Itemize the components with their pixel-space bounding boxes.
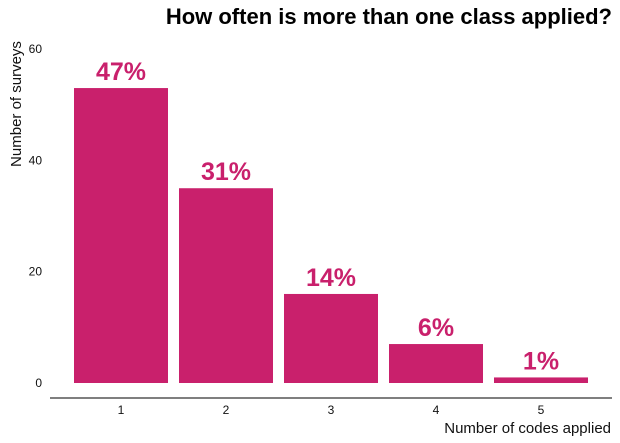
bar-4: [389, 344, 483, 383]
data-labels: 47% 31% 14% 6% 1%: [96, 58, 559, 375]
x-axis-label: Number of codes applied: [444, 420, 611, 437]
y-tick-label: 40: [29, 153, 43, 167]
data-label-3: 14%: [306, 264, 356, 292]
bar-3: [284, 293, 378, 383]
bars: [74, 88, 588, 384]
bar-5: [494, 377, 588, 383]
y-tick-label: 20: [29, 265, 43, 279]
data-label-4: 6%: [418, 314, 454, 342]
x-tick-labels: 1 2 3 4 5: [118, 403, 545, 417]
x-tick-label: 4: [433, 403, 440, 417]
data-label-2: 31%: [201, 158, 251, 186]
y-tick-label: 0: [35, 376, 42, 390]
data-label-1: 47%: [96, 58, 146, 86]
x-tick-label: 3: [328, 403, 335, 417]
bar-1: [74, 88, 168, 384]
x-tick-label: 5: [538, 403, 545, 417]
x-tick-label: 2: [223, 403, 230, 417]
data-label-5: 1%: [523, 347, 559, 375]
y-tick-labels: 0 20 40 60: [29, 42, 43, 390]
x-tick-label: 1: [118, 403, 125, 417]
y-axis-label: Number of surveys: [8, 41, 25, 167]
bar-2: [179, 188, 273, 383]
chart-title: How often is more than one class applied…: [166, 4, 612, 29]
y-tick-label: 60: [29, 42, 43, 56]
